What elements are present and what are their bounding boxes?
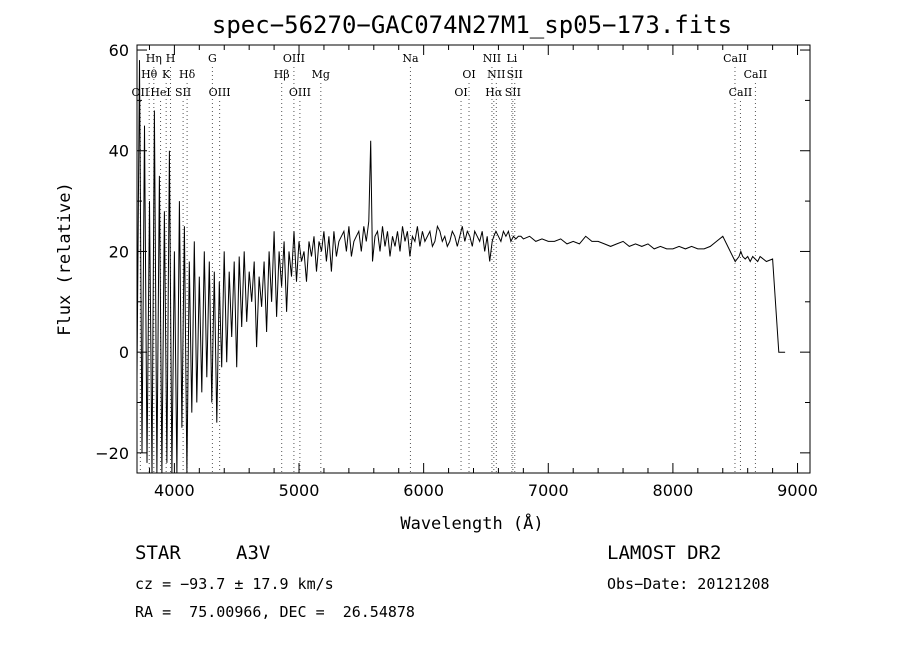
spectral-line-label: NII [483,52,501,65]
spectral-line-label: OII [132,86,150,99]
spectral-line-markers: OIIHθHηHeIKHSIIHδGOIIIHβOIIIOIIIMgNaOIOI… [132,52,768,473]
spectral-line-label: OI [454,86,467,99]
spectral-line-label: Hη [146,52,162,65]
spectral-line-label: CaII [744,68,768,81]
x-axis-label: Wavelength (Å) [400,512,543,534]
spectral-line-label: Li [506,52,517,65]
spectral-line-label: Hδ [179,68,196,81]
spectrum-series-line [137,60,786,473]
y-axis-label: Flux (relative) [55,182,75,336]
plot-area [137,60,786,473]
spectral-line-label: HeI [150,86,170,99]
ra-dec-coordinates: RA = 75.00966, DEC = 26.54878 [135,603,415,621]
object-subclass: A3V [236,542,271,564]
spectral-line-label: OIII [283,52,305,65]
observation-date: Obs−Date: 20121208 [607,575,770,593]
y-tick-label: 40 [109,142,129,161]
spectral-line-label: CaII [723,52,747,65]
y-tick-label: −20 [95,444,129,463]
spectral-line-label: Hα [485,86,503,99]
spectral-line-label: Na [402,52,419,65]
x-tick-label: 9000 [777,481,818,500]
spectral-line-label: CaII [729,86,753,99]
axis-ticks: 4000 5000 6000 7000 8000 9000 −20 0 20 40 60 [95,41,818,500]
spectral-line-label: SII [175,86,191,99]
spectral-line-label: Hβ [274,68,290,81]
spectral-line-label: OIII [289,86,311,99]
spectral-line-label: K [162,68,171,81]
x-tick-label: 8000 [653,481,694,500]
x-tick-label: 7000 [528,481,569,500]
chart-title: spec−56270−GAC074N27M1_sp05−173.fits [212,11,732,39]
y-tick-label: 0 [119,343,129,362]
x-tick-label: 4000 [154,481,195,500]
spectral-line-label: H [166,52,176,65]
redshift-cz: cz = −93.7 ± 17.9 km/s [135,575,334,593]
survey-name: LAMOST DR2 [607,542,722,564]
spectral-line-label: SII [505,86,521,99]
spectral-line-label: G [208,52,217,65]
spectral-line-label: Mg [312,68,330,81]
spectral-line-label: OI [462,68,475,81]
x-tick-label: 5000 [279,481,320,500]
y-tick-label: 20 [109,242,129,261]
spectral-line-label: SII [507,68,523,81]
spectral-line-label: Hθ [141,68,158,81]
x-tick-label: 6000 [403,481,444,500]
spectral-line-label: OIII [209,86,231,99]
spectral-line-label: NII [487,68,505,81]
y-tick-label: 60 [109,41,129,60]
plot-frame [136,44,811,474]
object-class: STAR [135,542,181,564]
